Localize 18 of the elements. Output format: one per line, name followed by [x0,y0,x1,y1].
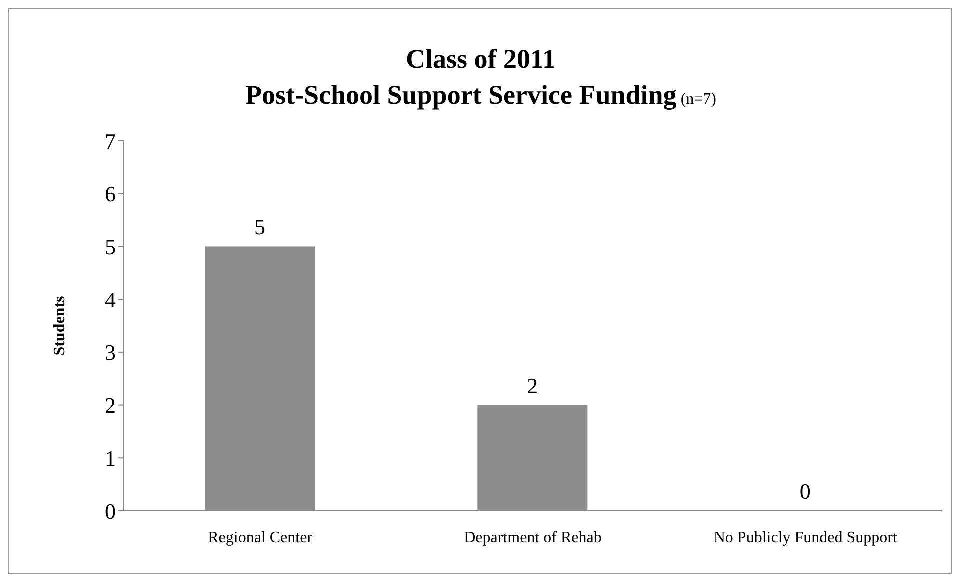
y-tick-label: 2 [105,393,116,418]
data-label: 2 [527,373,538,398]
y-tick-label: 3 [105,340,116,366]
y-axis-title: Students [52,296,69,356]
data-label: 5 [254,214,266,240]
data-label: 0 [800,479,811,504]
x-tick-label: Regional Center [208,529,314,546]
chart-subtitle: Post-School Support Service Funding [246,80,677,110]
y-tick-label: 6 [105,182,116,207]
x-tick-label: No Publicly Funded Support [714,529,898,546]
x-tick-label: Department of Rehab [464,529,602,546]
y-tick-label: 0 [105,498,116,524]
y-tick-label: 5 [105,234,116,260]
y-tick-label: 1 [105,446,116,471]
text: (n=7) [680,91,716,108]
y-tick-label: 4 [105,287,116,312]
y-tick-label: 7 [105,128,116,154]
chart-title: Class of 2011 [404,43,558,76]
